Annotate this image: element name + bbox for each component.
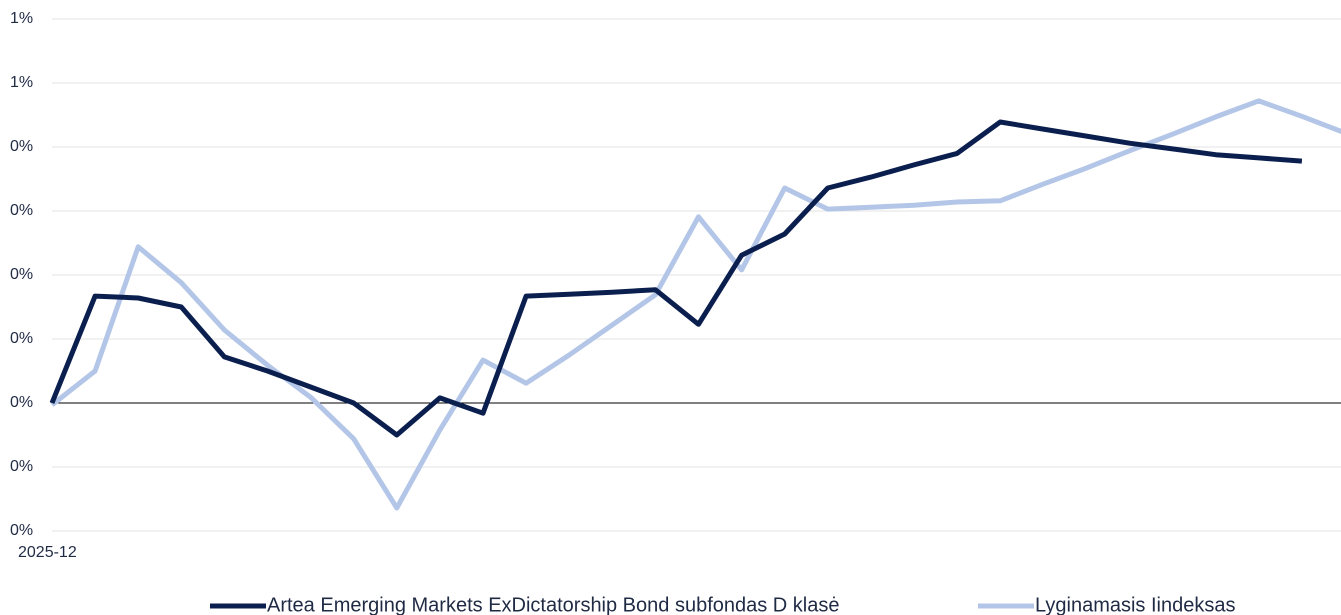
y-tick-label: 0% <box>10 138 33 155</box>
series-line <box>50 98 1341 511</box>
legend-label: Artea Emerging Markets ExDictatorship Bo… <box>267 594 840 615</box>
y-tick-label: 0% <box>10 458 33 475</box>
series-line <box>49 119 1303 438</box>
y-tick-label: 0% <box>10 394 33 411</box>
y-tick-label: 1% <box>10 10 33 27</box>
y-tick-label: 1% <box>10 74 33 91</box>
legend-label: Lyginamasis Iindeksas <box>1035 594 1235 615</box>
y-tick-label: 0% <box>10 266 33 283</box>
y-tick-label: 0% <box>10 522 33 539</box>
y-tick-label: 0% <box>10 202 33 219</box>
y-tick-label: 0% <box>10 330 33 347</box>
x-tick-label: 2025-12 <box>18 544 77 561</box>
